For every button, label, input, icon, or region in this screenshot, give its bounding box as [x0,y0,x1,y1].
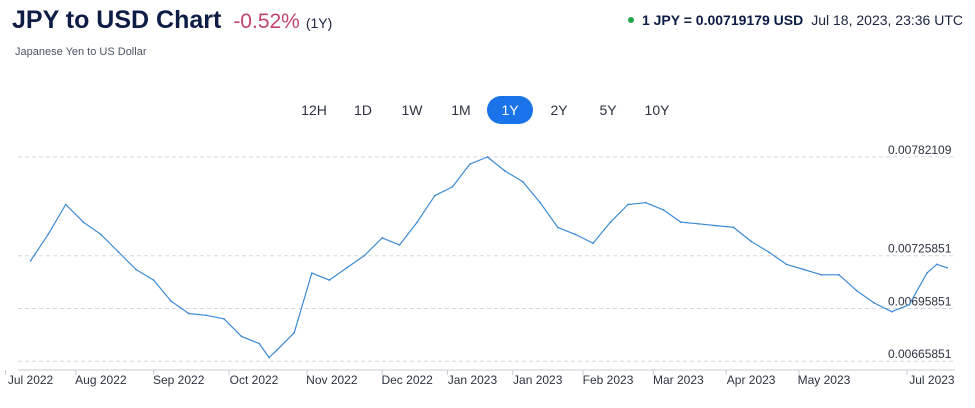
y-tick-label: 0.00725851 [888,242,952,256]
data-point [946,266,948,269]
range-tabs: 12H 1D 1W 1M 1Y 2Y 5Y 10Y [291,96,683,124]
page-subtitle: Japanese Yen to US Dollar [15,46,147,58]
data-point [820,273,823,276]
period-label: (1Y) [305,15,333,31]
exchange-rate-chart: 0.00782109 0.00725851 0.00695851 0.00665851… [5,143,955,387]
live-status-dot-icon [627,17,634,23]
data-point [936,263,938,266]
data-point [117,251,120,253]
x-tick-label: Apr 2023 [727,373,776,387]
x-tick-label: Oct 2022 [230,373,279,387]
data-point [310,272,313,274]
data-point [135,268,137,271]
data-point [521,180,524,183]
rate-timestamp: Jul 18, 2023, 23:36 UTC [811,12,963,28]
data-point [64,203,67,206]
x-tick-label: Dec 2022 [381,373,433,387]
data-point [381,237,383,239]
data-point [258,342,260,345]
x-tick-label: May 2023 [798,373,851,387]
tab-2y[interactable]: 2Y [536,96,582,124]
data-point [205,314,208,317]
data-point [592,242,594,245]
data-point [767,251,770,253]
data-point [609,221,612,223]
data-point [855,289,858,292]
data-point [187,312,190,315]
data-point [275,349,278,352]
x-tick-label: Jul 2023 [909,373,955,387]
data-point [82,221,85,223]
data-point [750,240,752,243]
tab-12h[interactable]: 12H [291,96,337,124]
data-point [223,317,225,320]
data-point [328,279,331,281]
data-point [908,303,911,306]
x-tick-label: Jul 2022 [8,373,54,387]
x-tick-label: Sep 2022 [153,373,205,387]
data-point [268,356,270,359]
data-point [926,272,928,274]
data-point [152,279,155,281]
title-row: JPY to USD Chart -0.52% (1Y) [12,6,332,35]
tab-1y[interactable]: 1Y [487,96,533,124]
data-point [240,335,243,338]
tab-5y[interactable]: 5Y [585,96,631,124]
series-line [30,156,948,359]
x-tick-label: Jan 2023 [448,373,498,387]
y-tick-label: 0.00665851 [888,347,952,361]
y-tick-label: 0.00695851 [888,294,952,308]
data-point [29,259,32,262]
rate-value: 1 JPY = 0.00719179 USD [641,12,804,28]
x-tick-label: Jan 2023 [513,373,563,387]
current-rate: 1 JPY = 0.00719179 USD Jul 18, 2023, 23:… [627,12,963,28]
data-point [644,201,647,204]
data-point [556,226,559,229]
tab-1m[interactable]: 1M [438,96,484,124]
data-point [539,201,542,204]
data-point [715,224,717,227]
data-point [398,244,401,246]
data-point [363,254,366,257]
data-point [890,310,893,313]
data-point [469,163,471,165]
x-tick-label: Aug 2022 [75,373,127,387]
data-point [574,233,577,236]
data-point [627,203,629,206]
data-point [100,233,102,236]
data-point [504,170,506,172]
data-point [346,266,348,269]
data-point [47,233,49,236]
data-point [416,221,419,223]
data-point [697,222,700,225]
tab-1d[interactable]: 1D [340,96,386,124]
change-percent: -0.52% [233,10,300,33]
x-tick-label: Mar 2023 [653,373,704,387]
data-point [486,156,489,158]
data-point [433,194,436,197]
page-title: JPY to USD Chart [12,6,222,34]
x-tick-label: Feb 2023 [583,373,634,387]
data-point [873,302,876,304]
data-point [838,273,840,276]
data-point [170,300,173,303]
tab-10y[interactable]: 10Y [634,96,680,124]
data-point [679,221,682,223]
data-point [732,226,735,229]
tab-1w[interactable]: 1W [389,96,435,124]
data-point [662,208,665,211]
data-point [785,263,788,266]
chart-header: JPY to USD Chart -0.52% (1Y) Japanese Ye… [12,6,963,66]
y-tick-label: 0.00782109 [888,143,952,157]
data-point [293,331,296,334]
data-point [803,268,805,271]
x-tick-label: Nov 2022 [306,373,358,387]
data-point [451,186,454,188]
